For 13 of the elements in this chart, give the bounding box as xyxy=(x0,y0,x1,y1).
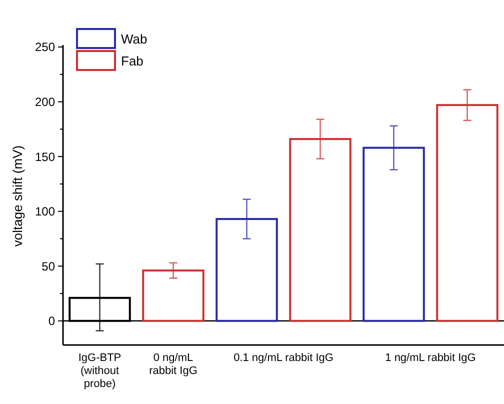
legend-label: Wab xyxy=(121,32,148,47)
y-tick-label: 100 xyxy=(34,204,56,219)
x-tick-label: IgG-BTP (without probe) xyxy=(78,352,122,390)
y-tick-label: 200 xyxy=(34,94,56,109)
x-tick-label: 1 ng/mL rabbit IgG xyxy=(385,352,476,364)
y-axis-title: voltage shift (mV) xyxy=(10,145,25,247)
y-tick-label: 250 xyxy=(34,40,56,54)
y-tick-label: 50 xyxy=(42,259,56,274)
y-tick-label: 150 xyxy=(34,150,56,164)
legend-label: Fab xyxy=(121,54,144,69)
x-tick-label: 0 ng/mL rabbit IgG xyxy=(149,352,198,377)
y-tick-label: 0 xyxy=(48,314,56,328)
x-tick-label: 0.1 ng/mL rabbit IgG xyxy=(234,352,334,364)
